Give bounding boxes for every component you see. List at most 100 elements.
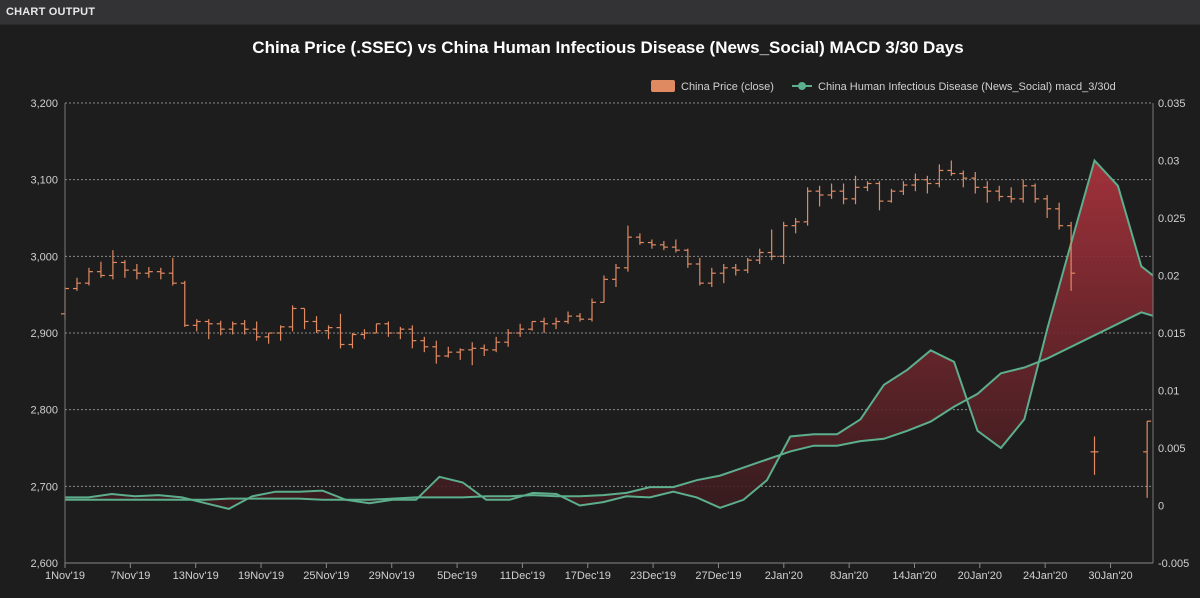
legend[interactable]: China Price (close) China Human Infectiou…: [651, 80, 1116, 93]
ohlc-bar: [659, 241, 668, 251]
x-tick-label: 23Dec'19: [630, 570, 676, 582]
x-tick-label: 20Jan'20: [958, 570, 1002, 582]
ohlc-bar: [1067, 221, 1076, 291]
ohlc-bar: [228, 321, 237, 335]
macd-fill-area: [65, 160, 1153, 509]
x-tick-label: 25Nov'19: [303, 570, 349, 582]
y-right-tick-label: 0.035: [1158, 98, 1186, 110]
macd-layer: [65, 158, 1154, 510]
y-right-tick-label: 0: [1158, 501, 1164, 513]
ohlc-bar: [767, 229, 776, 261]
ohlc-bar: [480, 344, 489, 356]
ohlc-bar: [456, 348, 465, 360]
ohlc-bar: [911, 173, 920, 192]
ohlc-bar: [707, 267, 716, 287]
ohlc-bar: [803, 187, 812, 226]
ohlc-bar: [588, 298, 597, 322]
y-left-tick-label: 3,000: [30, 251, 58, 263]
ohlc-bar: [336, 313, 345, 349]
ohlc-bar: [623, 225, 632, 272]
ohlc-bar: [156, 267, 165, 280]
legend-macd-dot: [798, 82, 806, 90]
ohlc-bar: [192, 319, 201, 332]
ohlc-bar: [731, 264, 740, 276]
ohlc-bar: [1031, 183, 1040, 203]
ohlc-bar: [432, 340, 441, 364]
ohlc-bar: [204, 319, 213, 340]
ohlc-bar: [827, 183, 836, 199]
y-left-tick-label: 2,600: [30, 558, 58, 570]
ohlc-bar: [851, 175, 860, 205]
ohlc-bar: [1143, 420, 1152, 498]
ohlc-bar: [695, 257, 704, 286]
y-right-tick-label: 0.02: [1158, 271, 1179, 283]
ohlc-bar: [96, 261, 105, 278]
ohlc-bar: [815, 185, 824, 207]
chart-svg: China Price (.SSEC) vs China Human Infec…: [30, 38, 1189, 582]
ohlc-bar: [1019, 179, 1028, 203]
legend-price-label: China Price (close): [681, 81, 774, 93]
x-tick-label: 29Nov'19: [369, 570, 415, 582]
ohlc-bar: [468, 342, 477, 366]
panel-title: CHART OUTPUT: [6, 6, 96, 18]
x-tick-label: 19Nov'19: [238, 570, 284, 582]
legend-macd-label: China Human Infectious Disease (News_Soc…: [818, 81, 1116, 93]
chart-area: China Price (.SSEC) vs China Human Infec…: [0, 25, 1200, 598]
ohlc-bar: [755, 248, 764, 264]
ohlc-bar: [995, 185, 1004, 202]
x-tick-label: 13Nov'19: [173, 570, 219, 582]
ohlc-bar: [168, 257, 177, 286]
ohlc-bar: [599, 275, 608, 303]
ohlc-bar: [1007, 187, 1016, 203]
ohlc-bar: [312, 316, 321, 333]
y-right-tick-label: 0.01: [1158, 386, 1179, 398]
ohlc-bar: [240, 319, 249, 335]
x-tick-label: 8Jan'20: [830, 570, 868, 582]
ohlc-bar: [647, 239, 656, 249]
ohlc-bar: [300, 307, 309, 330]
x-tick-label: 24Jan'20: [1023, 570, 1067, 582]
ohlc-bar: [971, 172, 980, 194]
ohlc-bar: [348, 333, 357, 349]
x-tick-label: 11Dec'19: [500, 570, 545, 582]
ohlc-bar: [683, 248, 692, 268]
ohlc-bar: [959, 170, 968, 188]
x-tick-label: 14Jan'20: [892, 570, 936, 582]
x-tick-label: 27Dec'19: [695, 570, 741, 582]
ohlc-bar: [420, 336, 429, 353]
ohlc-bar: [791, 218, 800, 234]
ohlc-bar: [540, 317, 549, 333]
ohlc-bar: [671, 239, 680, 253]
ohlc-bar: [863, 181, 872, 192]
ohlc-bar: [576, 313, 585, 322]
ohlc-bar: [528, 320, 537, 331]
ohlc-bar: [1055, 202, 1064, 230]
ohlc-bar: [719, 264, 728, 284]
y-right-tick-label: 0.03: [1158, 156, 1179, 168]
ohlc-bar: [396, 326, 405, 340]
y-right-tick-label: 0.005: [1158, 443, 1186, 455]
ohlc-bar: [923, 175, 932, 194]
legend-price-swatch: [651, 80, 675, 92]
axes: 2,600 2,700 2,800 2,900 3,000 3,100 3,200 -0.00…: [30, 98, 1189, 582]
y-right-tick-label: -0.005: [1158, 558, 1189, 570]
ohlc-bar: [144, 267, 153, 278]
ohlc-bar: [935, 164, 944, 188]
ohlc-bar: [1090, 436, 1099, 475]
ohlc-bar: [564, 311, 573, 324]
ohlc-bar: [779, 221, 788, 264]
x-tick-label: 7Nov'19: [110, 570, 150, 582]
ohlc-bar: [887, 188, 896, 203]
ohlc-bar: [611, 264, 620, 287]
x-tick-label: 30Jan'20: [1088, 570, 1132, 582]
ohlc-bar: [372, 323, 381, 334]
ohlc-bar: [947, 160, 956, 176]
ohlc-bar: [899, 181, 908, 195]
x-tick-label: 17Dec'19: [565, 570, 611, 582]
ohlc-bar: [264, 332, 273, 344]
y-right-tick-label: 0.025: [1158, 213, 1186, 225]
ohlc-bar: [252, 321, 261, 341]
ohlc-bar: [72, 277, 81, 291]
ohlc-bar: [743, 257, 752, 274]
y-left-tick-label: 2,800: [30, 405, 58, 417]
